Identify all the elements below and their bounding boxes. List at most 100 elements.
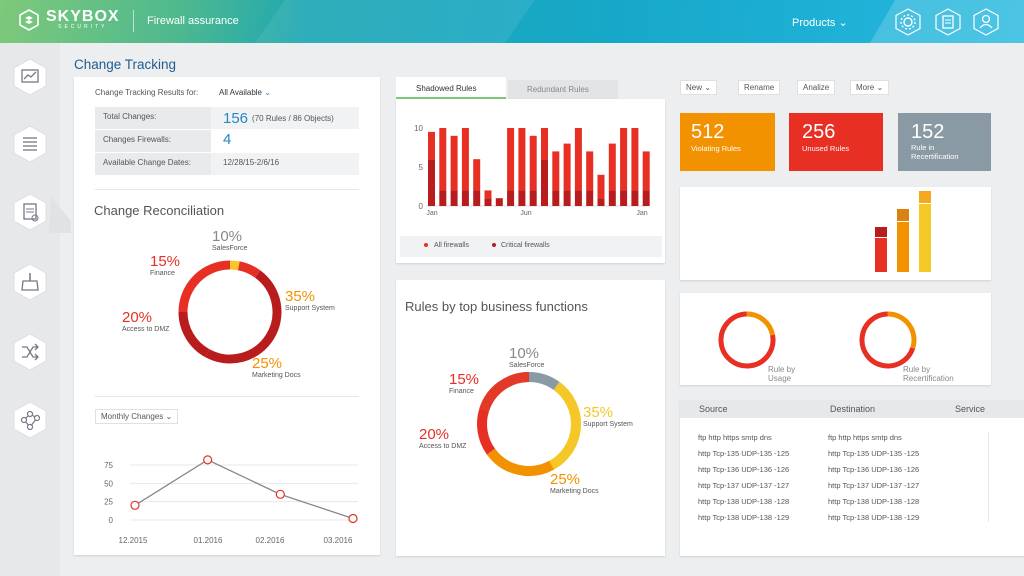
rule-by-usage-label: Rule by Usage [768,365,796,383]
monthly-changes-dropdown[interactable]: Monthly Changes ⌄ [95,409,179,424]
results-for-dropdown[interactable]: All Available ⌄ [219,88,271,97]
legend-critical-dot [492,243,496,247]
top-bar [0,0,1024,43]
donut-slice [205,270,282,364]
column-destination[interactable]: Destination [830,404,876,414]
y-tick-label: 0 [419,202,424,211]
tab-shadowed-label: Shadowed Rules [416,84,477,93]
clipboard-button[interactable] [934,8,962,36]
violating-rules-tile[interactable]: 512 Violating Rules [680,113,775,171]
y-tick-label: 10 [414,124,423,133]
donut-slice [477,407,496,455]
recon-label-dmz: 20% Access to DMZ [122,309,169,333]
header-decoration [255,0,535,43]
bar-critical-firewalls [473,190,481,206]
unused-rules-label: Unused Rules [802,144,850,153]
products-menu[interactable]: Products ⌄ [792,17,848,29]
table-cell: http Tcp-136 UDP-136 -126 [828,465,920,474]
new-button[interactable]: New ⌄ [680,80,717,95]
data-point [130,500,140,510]
bar-all-firewalls [608,143,616,191]
page-title: Change Tracking [74,57,177,72]
source-column: ftp http https smtp dns http Tcp-135 UDP-… [698,430,789,526]
sidebar-list-icon[interactable] [11,125,49,163]
table-cell: ftp http https smtp dns [698,433,772,442]
rule-by-recertification-gauge [859,311,917,369]
bar-all-firewalls [507,128,515,191]
table-cell: http Tcp-135 UDP-135 -125 [828,449,920,458]
trend-bar [897,222,909,272]
gauge-arc [887,311,917,349]
skybox-logo[interactable]: SKYBOX SECURITY [18,9,120,31]
x-tick-label: 02.2016 [256,536,285,545]
violating-rules-label: Violating Rules [691,144,741,153]
bar-critical-firewalls [586,190,594,206]
sidebar-broom-icon[interactable] [11,263,49,301]
analize-button[interactable]: Analize [797,80,836,95]
x-tick-label: Jan [426,210,437,217]
business-functions-card [396,280,665,556]
table-cell: http Tcp-136 UDP-136 -126 [698,465,790,474]
bar-all-firewalls [574,128,582,191]
recon-pct-finance: 15% [150,253,181,270]
donut-slice [178,311,210,358]
tab-shadowed-rules[interactable]: Shadowed Rules [396,77,506,99]
biz-pct-salesforce: 10% [509,345,540,362]
biz-name-support: Support System [583,421,633,428]
tab-redundant-label: Redundant Rules [527,85,589,94]
table-row: Total Changes: 156 (70 Rules / 86 Objects… [95,107,359,129]
rules-table-card [680,400,1024,556]
recon-pct-support: 35% [285,288,316,305]
logo-text: SKYBOX [46,8,120,25]
recon-label-finance: 15% Finance [150,253,180,277]
total-changes-label: Total Changes: [95,107,211,129]
trend-bars-card [680,187,991,280]
user-profile-button[interactable] [972,8,1000,36]
more-button[interactable]: More ⌄ [850,80,890,95]
trend-bar [919,204,931,272]
bar-legend: All firewalls Critical firewalls [400,236,662,257]
recertification-tile[interactable]: 152 Rule in Recertification [898,113,991,171]
biz-label-marketing: 25% Marketing Docs [550,471,599,495]
bar-all-firewalls [552,151,560,191]
tab-redundant-rules[interactable]: Redundant Rules [508,80,618,99]
total-changes-detail: (70 Rules / 86 Objects) [252,113,334,123]
recon-label-salesforce: 10% SalesForce [212,228,247,252]
sidebar-network-icon[interactable] [11,401,49,439]
trend-bar [875,238,887,272]
sidebar-dashboard-icon[interactable] [11,58,49,96]
table-cell: http Tcp-137 UDP-137 -127 [698,481,790,490]
table-cell: ftp http https smtp dns [828,433,902,442]
biz-label-support: 35% Support System [583,404,633,428]
destination-column: ftp http https smtp dns http Tcp-135 UDP-… [828,430,919,526]
bar-critical-firewalls [461,190,469,206]
total-changes-value[interactable]: 156 [223,109,249,127]
biz-label-salesforce: 10% SalesForce [509,345,544,369]
column-source[interactable]: Source [699,404,728,414]
bar-all-firewalls [586,151,594,191]
sidebar-shuffle-icon[interactable] [11,333,49,371]
reconciliation-title: Change Reconciliation [94,203,225,218]
unused-rules-tile[interactable]: 256 Unused Rules [789,113,883,171]
bar-critical-firewalls [552,190,560,206]
y-tick-label: 25 [104,498,113,507]
recon-label-support: 35% Support System [285,288,335,312]
settings-button[interactable] [894,8,922,36]
column-service[interactable]: Service [955,404,986,414]
x-tick-label: 01.2016 [194,536,223,545]
trend-bar [897,209,909,221]
recon-pct-salesforce: 10% [212,228,243,245]
gauge-arc [859,311,916,369]
x-tick-label: 12.2015 [119,536,148,545]
gauge-arc [746,311,775,336]
table-cell: http Tcp-138 UDP-138 -129 [828,513,920,522]
changes-firewalls-value[interactable]: 4 [223,131,232,148]
legend-critical-label: Critical firewalls [501,242,550,249]
recon-name-finance: Finance [150,270,175,277]
bar-critical-firewalls [439,190,447,206]
divider [95,396,359,397]
recon-pct-dmz: 20% [122,309,153,326]
rename-button[interactable]: Rename [738,80,781,95]
sidebar-document-icon[interactable] [11,193,71,233]
